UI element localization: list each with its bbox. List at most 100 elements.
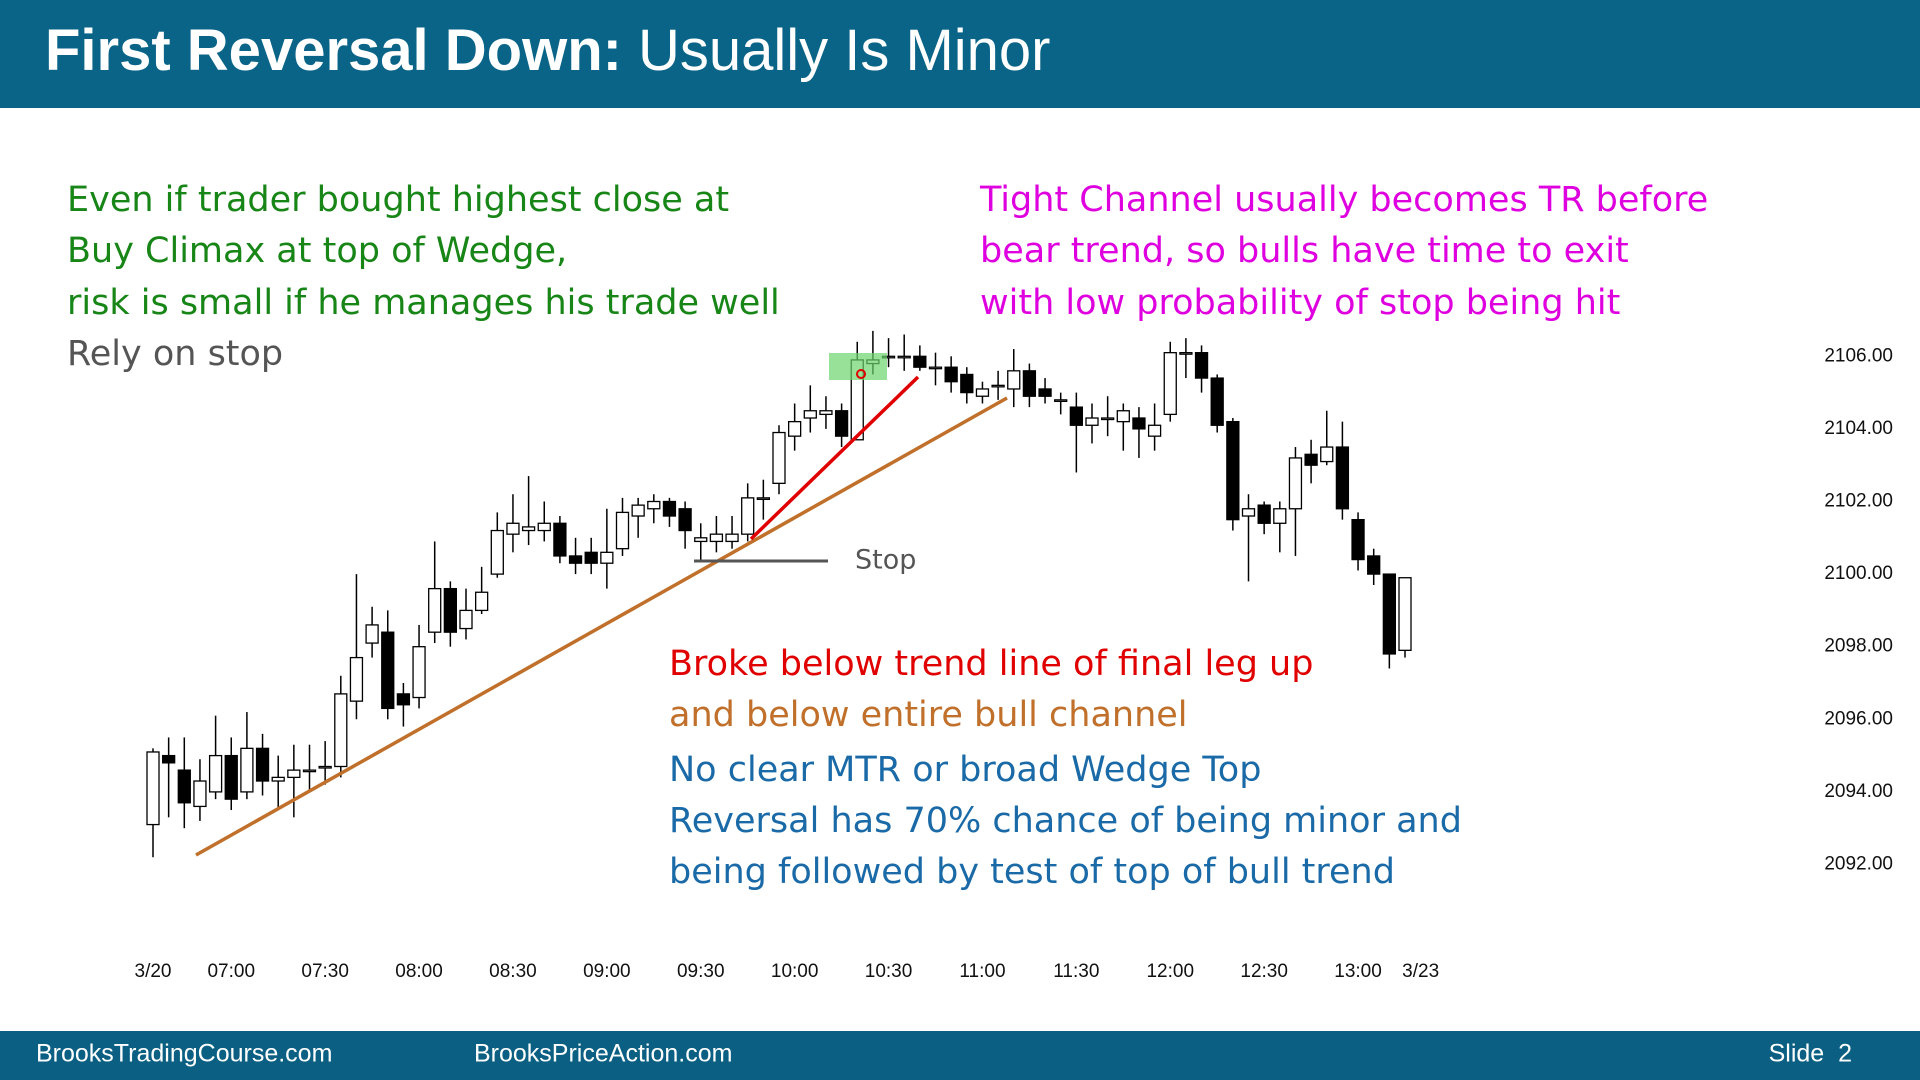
candle-body	[928, 366, 943, 370]
candle-body	[396, 693, 411, 706]
candle-body	[615, 511, 630, 550]
x-tick-label: 12:30	[1240, 961, 1288, 982]
y-tick-label: 2092.00	[1824, 854, 1893, 875]
candle-body	[459, 609, 473, 630]
candle-body	[553, 522, 567, 557]
candle-body	[1351, 519, 1365, 561]
candle-body	[1038, 388, 1052, 397]
header-bar	[0, 0, 1920, 108]
candle-body	[1367, 555, 1381, 575]
slide-title: First Reversal Down: Usually Is Minor	[45, 18, 1051, 83]
candle-body	[208, 754, 223, 793]
candle-body	[349, 656, 364, 702]
candle-body	[1273, 508, 1287, 524]
title-bold: First Reversal Down:	[45, 18, 622, 83]
candle-body	[428, 587, 442, 633]
candle-body	[1210, 377, 1224, 426]
candle-body	[318, 765, 332, 769]
note-line: Reversal has 70% chance of being minor a…	[669, 801, 1462, 841]
note-line: and below entire bull channel	[669, 695, 1188, 735]
candle-body	[678, 508, 692, 532]
candle-body	[224, 754, 238, 800]
x-tick-label: 07:30	[301, 961, 349, 982]
candlestick-chart: 2092.00 2094.00 2096.00 2098.00 2100.00 2102.…	[135, 330, 1893, 982]
footer-center: BrooksPriceAction.com	[474, 1040, 732, 1068]
x-tick-label: 08:00	[395, 961, 443, 982]
candle-body	[584, 551, 598, 564]
note-line: risk is small if he manages his trade we…	[67, 283, 780, 323]
note-line: Rely on stop	[67, 334, 283, 374]
y-tick-label: 2094.00	[1824, 781, 1893, 802]
candle-body	[1054, 399, 1068, 403]
candle-body	[1101, 417, 1115, 421]
candle-body	[662, 500, 677, 517]
candle-body	[1226, 420, 1240, 521]
candle-body	[1382, 573, 1396, 655]
candle-body	[443, 587, 458, 633]
candle-body	[1304, 453, 1318, 466]
y-tick-label: 2098.00	[1824, 636, 1893, 657]
candle-body	[365, 624, 379, 644]
candle-body	[991, 384, 1005, 388]
candle-body	[1163, 352, 1177, 416]
candle-body	[1398, 577, 1412, 651]
x-tick-label: 3/20	[135, 961, 172, 982]
candle-body	[803, 410, 817, 419]
footer-left: BrooksTradingCourse.com	[36, 1040, 332, 1068]
y-tick-label: 2104.00	[1824, 418, 1893, 439]
candle-body	[694, 537, 708, 543]
candle-body	[834, 410, 849, 437]
candle-body	[819, 410, 833, 416]
x-tick-label: 11:30	[1053, 961, 1099, 982]
candle-body	[161, 754, 176, 764]
x-tick-label: 10:00	[771, 961, 819, 982]
candle-body	[1194, 352, 1209, 379]
candle-body	[913, 355, 927, 368]
candle-body	[568, 555, 583, 564]
bull-channel-line	[195, 396, 1008, 857]
candle-body	[1132, 417, 1146, 430]
candle-body	[240, 747, 254, 793]
candle-body	[1241, 508, 1256, 517]
candle-body	[1007, 370, 1021, 390]
candle-body	[788, 420, 802, 437]
candle-body	[537, 522, 551, 532]
candle-body	[1288, 457, 1303, 510]
candle-body	[1116, 410, 1130, 423]
notes: Even if trader bought highest close at B…	[67, 180, 1708, 892]
candle-body	[975, 388, 990, 397]
y-tick-label: 2102.00	[1824, 491, 1893, 512]
candle-body	[1335, 446, 1350, 510]
note-line: Buy Climax at top of Wedge,	[67, 231, 567, 271]
candle-body	[960, 373, 974, 394]
candle-body	[381, 631, 395, 710]
candle-body	[521, 526, 536, 532]
candle-body	[1022, 370, 1037, 397]
note-line: bear trend, so bulls have time to exit	[980, 231, 1629, 271]
candle-body	[741, 497, 755, 535]
candle-body	[302, 769, 317, 773]
candle-body	[631, 504, 645, 517]
y-tick-label: 2100.00	[1824, 563, 1893, 584]
candle-body	[1069, 406, 1083, 426]
x-tick-label: 08:30	[489, 961, 537, 982]
candle-body	[897, 355, 911, 359]
candle-body	[287, 769, 301, 779]
final-leg-line	[749, 375, 920, 541]
stop-label: Stop	[855, 545, 916, 576]
candle-body	[193, 780, 207, 808]
candle-body	[709, 533, 724, 543]
note-line: with low probability of stop being hit	[980, 283, 1620, 323]
candle-body	[334, 693, 348, 768]
x-tick-label: 13:00	[1334, 961, 1382, 982]
candle-body	[944, 366, 958, 383]
y-tick-label: 2096.00	[1824, 708, 1893, 729]
candle-body	[772, 431, 786, 484]
candle-body	[506, 522, 520, 535]
footer-bar	[0, 1031, 1920, 1080]
y-tick-label: 2106.00	[1824, 345, 1893, 366]
entry-marker	[856, 369, 866, 379]
candle-body	[474, 591, 489, 612]
slide-number: Slide 2	[1769, 1040, 1852, 1068]
